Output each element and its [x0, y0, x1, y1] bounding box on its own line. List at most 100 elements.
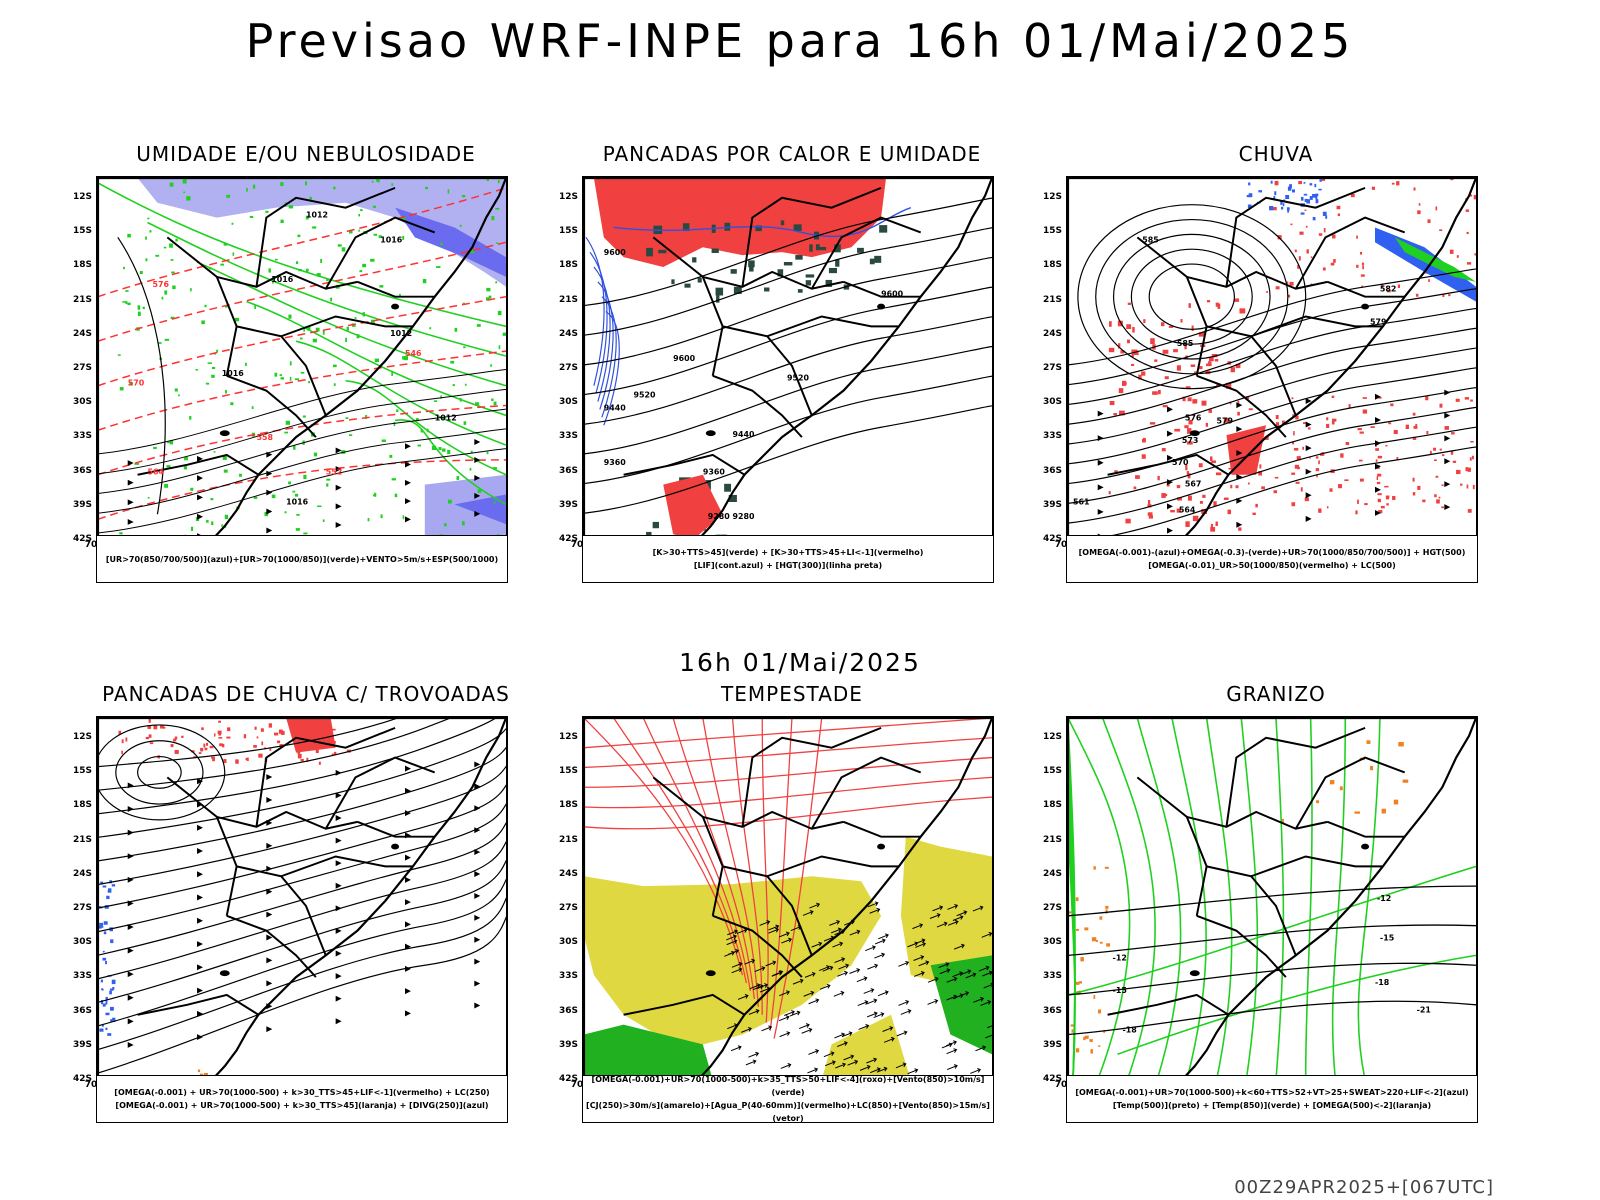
- lat-label: 15S: [558, 226, 578, 237]
- lat-label: 39S: [1042, 1039, 1062, 1050]
- lat-label: 30S: [558, 397, 578, 408]
- lon-label: 70W: [84, 1080, 108, 1090]
- legend-line: [UR>70(850/700/500)](azul)+[UR>70(1000/8…: [105, 554, 499, 564]
- run-timestamp: 00Z29APR2025+[067UTC]: [1234, 1177, 1494, 1198]
- lon-label: 70W: [570, 540, 594, 550]
- map-canvas: 1012 1016 1016 1012 1016 1012 1016 576 570 564 558…: [98, 178, 506, 540]
- lat-label: 42S: [72, 534, 92, 544]
- forecast-map: 1012 1016 1016 1012 1016 1012 1016 576 570 564 558…: [96, 176, 508, 542]
- panel-title: UMIDADE E/OU NEBULOSIDADE: [136, 142, 476, 166]
- contour-label: 9360: [604, 458, 627, 467]
- contour-label: 579: [1370, 317, 1387, 326]
- lat-label: 27S: [1042, 903, 1062, 913]
- lat-label: 12S: [72, 732, 92, 742]
- panel-title: CHUVA: [1238, 142, 1314, 166]
- contour-label: -12: [1113, 953, 1127, 962]
- contour-label: 1016: [286, 497, 309, 506]
- lat-label: 36S: [1042, 1005, 1062, 1016]
- contour-label: 9600: [673, 354, 696, 363]
- contour-label: 9360: [703, 468, 726, 477]
- contour-label: 9280: [708, 512, 731, 521]
- legend-line: [OMEGA(-0.001)+UR>70(1000-500)+k<60+TTS>…: [1075, 1088, 1469, 1097]
- forecast-map: 585 585 582 579 576 573 570 567 564 561 579: [1066, 176, 1478, 542]
- lat-label: 33S: [1042, 431, 1062, 442]
- lat-label: 33S: [72, 971, 92, 982]
- legend-line: [OMEGA(-0.001)-(azul)+OMEGA(-0.3)-(verde…: [1078, 548, 1466, 557]
- lat-label: 42S: [1042, 534, 1062, 544]
- contour-label: 1012: [306, 211, 328, 220]
- lat-label: 42S: [558, 534, 578, 544]
- legend-line: [OMEGA(-0.01)_UR>50(1000/850)(vermelho) …: [1148, 561, 1396, 570]
- map-canvas: [584, 718, 992, 1080]
- forecast-map: -12 -15 -18 -21 -12 -15 -18: [1066, 716, 1478, 1082]
- lat-label: 27S: [558, 363, 578, 373]
- lat-label: 33S: [558, 971, 578, 982]
- contour-label: 576: [1185, 413, 1202, 422]
- lat-label: 36S: [72, 465, 92, 476]
- panel-title: GRANIZO: [1226, 682, 1326, 706]
- lat-label: 12S: [72, 192, 92, 202]
- lon-label: 70W: [1054, 540, 1078, 550]
- lat-label: 30S: [1042, 397, 1062, 408]
- contour-label: 1012: [390, 329, 412, 338]
- contour-label: 558: [256, 433, 273, 442]
- panel-legend: [OMEGA(-0.001)+UR>70(1000-500)+k<60+TTS>…: [1066, 1075, 1478, 1123]
- map-canvas: -12 -15 -18 -21 -12 -15 -18: [1068, 718, 1476, 1080]
- lat-label: 15S: [1042, 226, 1062, 237]
- contour-label: 9280: [733, 512, 756, 521]
- page-subtitle: 16h 01/Mai/2025: [679, 648, 921, 677]
- lat-label: 24S: [72, 328, 92, 339]
- lat-label: 36S: [558, 1005, 578, 1016]
- lat-label: 15S: [72, 766, 92, 777]
- contour-label: 9520: [787, 374, 810, 383]
- lat-label: 39S: [72, 1039, 92, 1050]
- contour-label: 564: [148, 468, 165, 477]
- contour-label: -21: [1417, 1006, 1431, 1015]
- panel-legend: [OMEGA(-0.001)-(azul)+OMEGA(-0.3)-(verde…: [1066, 535, 1478, 583]
- lat-label: 39S: [558, 1039, 578, 1050]
- lat-label: 12S: [558, 732, 578, 742]
- lat-label: 12S: [558, 192, 578, 202]
- lat-label: 27S: [72, 363, 92, 373]
- lat-label: 21S: [1042, 834, 1062, 845]
- contour-label: -15: [1380, 934, 1394, 943]
- legend-line: [K>30+TTS>45](verde) + [K>30+TTS>45+LI<-…: [652, 548, 924, 557]
- forecast-map: [582, 716, 994, 1082]
- panel-title: TEMPESTADE: [721, 682, 863, 706]
- lat-label: 21S: [72, 834, 92, 845]
- lat-label: 36S: [558, 465, 578, 476]
- lat-label: 18S: [1042, 260, 1062, 271]
- lat-label: 39S: [558, 499, 578, 510]
- legend-line: [OMEGA(-0.001) + UR>70(1000-500) + k>30_…: [114, 1088, 490, 1097]
- contour-label: 9520: [634, 391, 657, 400]
- contour-label: 561: [1073, 497, 1090, 506]
- contour-label: 546: [405, 349, 422, 358]
- contour-label: 564: [1179, 505, 1196, 514]
- contour-label: 9440: [604, 403, 627, 412]
- lat-label: 24S: [1042, 868, 1062, 879]
- lat-label: 42S: [558, 1074, 578, 1084]
- panel-title: PANCADAS DE CHUVA C/ TROVOADAS: [102, 682, 510, 706]
- lat-label: 39S: [1042, 499, 1062, 510]
- contour-label: 9600: [881, 290, 904, 299]
- contour-label: 1016: [271, 275, 294, 284]
- lat-label: 18S: [72, 260, 92, 271]
- contour-label: 576: [152, 280, 169, 289]
- lat-label: 27S: [558, 903, 578, 913]
- contour-label: 585: [1177, 339, 1194, 348]
- contour-label: 567: [1185, 480, 1202, 489]
- lat-label: 21S: [558, 294, 578, 305]
- map-canvas: [98, 718, 506, 1080]
- panel-legend: [UR>70(850/700/500)](azul)+[UR>70(1000/8…: [96, 535, 508, 583]
- contour-label: 9600: [604, 248, 627, 257]
- contour-label: -18: [1122, 1026, 1137, 1035]
- contour-label: 1016: [380, 235, 403, 244]
- legend-line: [OMEGA(-0.001) + UR>70(1000-500) + k>30_…: [115, 1101, 489, 1110]
- lon-label: 70W: [84, 540, 108, 550]
- contour-label: 585: [1142, 235, 1159, 244]
- contour-label: 552: [326, 468, 343, 477]
- legend-line: [LIF](cont.azul) + [HGT(300)](linha pret…: [693, 561, 883, 570]
- forecast-map: 9600 9600 9520 9440 9360 9280 9440 9360 9280 9600…: [582, 176, 994, 542]
- forecast-map: [96, 716, 508, 1082]
- contour-label: -12: [1377, 894, 1391, 903]
